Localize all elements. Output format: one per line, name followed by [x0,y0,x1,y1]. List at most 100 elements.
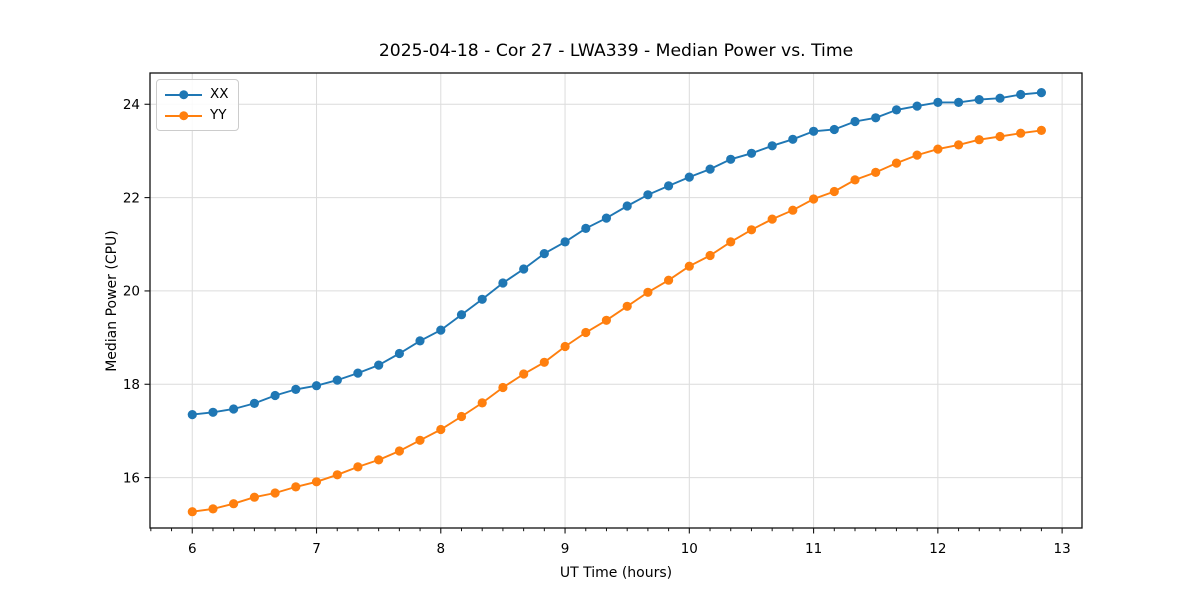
data-point-xx [829,124,839,135]
series-line-xx [192,91,1042,416]
data-point-xx [394,348,404,359]
data-point-xx [933,97,943,107]
data-point-yy [249,492,259,502]
data-point-xx [311,381,322,391]
data-point-xx [850,116,860,127]
data-point-yy [767,214,777,224]
y-tick-label: 22 [123,190,140,206]
data-point-xx [291,384,301,394]
data-point-yy [291,482,301,492]
data-point-xx [788,134,798,144]
x-tick-label: 9 [561,541,570,557]
data-point-yy [643,287,653,297]
data-point-xx [519,264,529,274]
data-point-yy [664,275,674,285]
data-point-yy [208,504,218,514]
data-point-yy [560,341,570,352]
data-point-yy [788,205,798,215]
data-point-yy [622,301,632,311]
data-point-xx [954,97,964,107]
data-point-yy [394,446,404,456]
data-point-yy [353,462,363,472]
data-point-xx [767,141,777,151]
data-point-yy [601,315,612,325]
x-tick-label: 11 [805,541,822,557]
data-point-yy [456,411,467,422]
legend-label-xx: XX [210,85,229,102]
data-point-yy [1036,125,1046,135]
x-tick-label: 8 [436,541,445,557]
legend-item-yy: YY [165,105,229,126]
y-tick-label: 24 [123,97,140,113]
legend-line-sample-xx-icon [165,89,202,101]
data-point-xx [746,148,757,158]
data-point-xx [539,249,549,259]
data-point-yy [974,135,984,145]
data-point-yy [809,194,819,204]
data-point-yy [374,455,384,465]
data-point-yy [332,470,342,480]
data-point-xx [374,360,384,370]
data-point-yy [850,175,860,185]
x-tick-label: 7 [312,541,321,557]
data-point-yy [415,435,425,445]
data-point-yy [829,186,839,197]
x-tick-label: 10 [681,541,698,557]
legend-line-sample-yy-icon [165,110,202,122]
data-point-yy [229,499,239,509]
data-point-xx [1036,88,1046,98]
data-point-xx [270,390,280,401]
data-point-xx [353,368,363,378]
data-point-xx [705,164,715,174]
data-point-yy [746,225,757,235]
legend: XX YY [156,79,239,131]
data-point-xx [581,223,591,233]
data-point-yy [311,477,322,487]
data-point-xx [664,181,674,191]
data-point-yy [891,158,902,168]
x-tick-label: 6 [188,541,197,557]
data-point-xx [726,154,736,164]
data-point-xx [229,404,239,414]
plot-border [149,72,1083,529]
data-point-xx [809,126,819,136]
data-point-xx [477,294,487,304]
x-tick-label: 13 [1054,541,1071,557]
data-point-xx [912,101,922,111]
legend-label-yy: YY [210,106,227,123]
data-point-xx [974,95,984,105]
data-point-xx [891,105,902,115]
data-point-yy [187,507,197,517]
data-point-xx [415,336,425,346]
data-point-yy [519,369,529,379]
data-point-yy [705,250,715,261]
data-point-xx [208,407,218,417]
data-point-xx [436,325,446,335]
data-point-yy [498,382,508,393]
data-point-xx [684,172,694,182]
data-point-yy [436,424,446,435]
data-point-xx [456,310,467,320]
y-tick-label: 18 [123,377,140,393]
data-point-yy [912,150,922,160]
data-point-xx [601,213,612,223]
chart-title: 2025-04-18 - Cor 27 - LWA339 - Median Po… [378,41,854,61]
data-point-xx [498,278,508,288]
data-point-yy [684,261,694,271]
data-point-yy [995,131,1005,142]
legend-item-xx: XX [165,84,229,105]
data-point-xx [643,190,653,200]
x-tick-label: 12 [929,541,946,557]
series-line-yy [192,129,1042,513]
y-tick-label: 20 [123,284,140,300]
data-point-yy [270,488,280,498]
data-point-xx [187,410,197,420]
data-point-yy [539,357,549,367]
data-point-xx [249,398,259,408]
data-point-xx [871,113,881,123]
data-point-yy [726,237,736,247]
data-point-xx [332,375,342,385]
data-point-yy [1016,128,1026,138]
data-point-yy [581,327,591,338]
